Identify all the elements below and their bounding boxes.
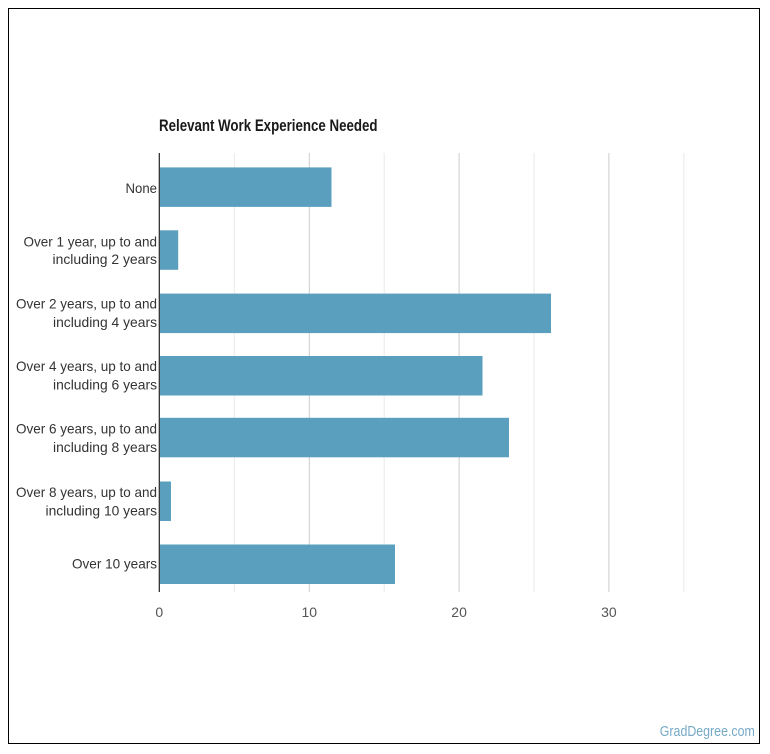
svg-text:Over 1 year, up to and: Over 1 year, up to and — [24, 233, 158, 249]
svg-text:Over 10 years: Over 10 years — [72, 555, 157, 571]
svg-text:including 8 years: including 8 years — [53, 439, 157, 455]
svg-text:20: 20 — [451, 604, 467, 620]
svg-text:Relevant Work Experience Neede: Relevant Work Experience Needed — [159, 116, 378, 135]
svg-text:Over 4 years, up to and: Over 4 years, up to and — [16, 358, 157, 374]
svg-text:including 2 years: including 2 years — [53, 251, 158, 267]
svg-text:None: None — [126, 180, 158, 196]
svg-text:Over 6 years, up to and: Over 6 years, up to and — [16, 421, 157, 437]
svg-text:10: 10 — [302, 604, 318, 620]
svg-text:0: 0 — [155, 604, 163, 620]
svg-text:Over 2 years, up to and: Over 2 years, up to and — [16, 296, 157, 312]
svg-text:including 6 years: including 6 years — [53, 377, 157, 393]
svg-text:GradDegree.com: GradDegree.com — [660, 724, 755, 740]
svg-text:30: 30 — [601, 604, 617, 620]
svg-text:including 4 years: including 4 years — [53, 314, 157, 330]
svg-text:Over 8 years, up to and: Over 8 years, up to and — [16, 484, 157, 500]
svg-text:including 10 years: including 10 years — [46, 502, 158, 518]
